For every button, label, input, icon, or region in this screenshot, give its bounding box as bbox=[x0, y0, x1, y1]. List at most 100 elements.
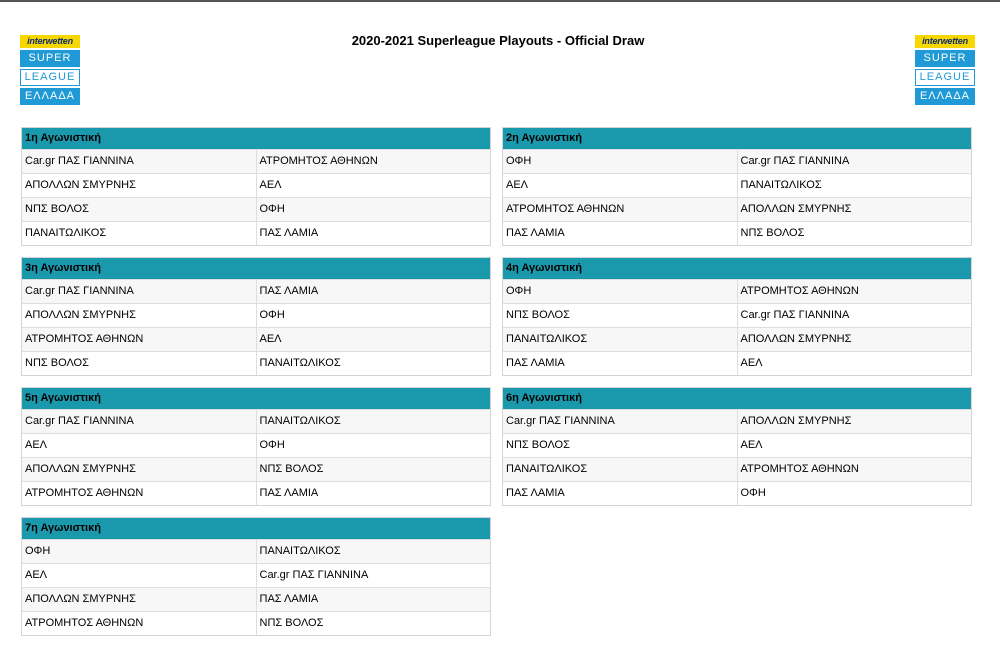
away-team: Car.gr ΠΑΣ ΓΙΑΝΝΙΝΑ bbox=[736, 150, 971, 173]
round-table-6: 6η Αγωνιστική Car.gr ΠΑΣ ΓΙΑΝΝΙΝΑ ΑΠΟΛΛΩ… bbox=[502, 387, 972, 506]
away-team: ΟΦΗ bbox=[736, 482, 971, 505]
match-row: ΠΑΣ ΛΑΜΙΑ ΟΦΗ bbox=[503, 481, 971, 505]
match-row: ΑΠΟΛΛΩΝ ΣΜΥΡΝΗΣ ΝΠΣ ΒΟΛΟΣ bbox=[22, 457, 490, 481]
away-team: ΑΕΛ bbox=[255, 328, 490, 351]
round-table-1: 1η Αγωνιστική Car.gr ΠΑΣ ΓΙΑΝΝΙΝΑ ΑΤΡΟΜΗ… bbox=[21, 127, 491, 246]
home-team: ΝΠΣ ΒΟΛΟΣ bbox=[503, 304, 737, 327]
home-team: ΝΠΣ ΒΟΛΟΣ bbox=[22, 198, 256, 221]
away-team: ΑΕΛ bbox=[736, 352, 971, 375]
match-row: ΑΠΟΛΛΩΝ ΣΜΥΡΝΗΣ ΑΕΛ bbox=[22, 173, 490, 197]
home-team: ΝΠΣ ΒΟΛΟΣ bbox=[503, 434, 737, 457]
match-row: ΠΑΣ ΛΑΜΙΑ ΝΠΣ ΒΟΛΟΣ bbox=[503, 221, 971, 245]
home-team: ΠΑΝΑΙΤΩΛΙΚΟΣ bbox=[22, 222, 256, 245]
home-team: ΑΠΟΛΛΩΝ ΣΜΥΡΝΗΣ bbox=[22, 458, 256, 481]
logo-band: LEAGUE bbox=[20, 69, 80, 86]
page-title: 2020-2021 Superleague Playouts - Officia… bbox=[351, 33, 645, 48]
home-team: ΟΦΗ bbox=[22, 540, 256, 563]
away-team: ΑΕΛ bbox=[255, 174, 490, 197]
away-team: ΟΦΗ bbox=[255, 434, 490, 457]
home-team: ΑΕΛ bbox=[22, 434, 256, 457]
superleague-logo-right: interwetten SUPER LEAGUE ΕΛΛΑΔΑ bbox=[915, 35, 975, 119]
away-team: ΑΕΛ bbox=[736, 434, 971, 457]
match-row: ΝΠΣ ΒΟΛΟΣ ΟΦΗ bbox=[22, 197, 490, 221]
home-team: ΟΦΗ bbox=[503, 150, 737, 173]
away-team: ΠΑΝΑΙΤΩΛΙΚΟΣ bbox=[255, 540, 490, 563]
match-row: ΝΠΣ ΒΟΛΟΣ Car.gr ΠΑΣ ΓΙΑΝΝΙΝΑ bbox=[503, 303, 971, 327]
away-team: ΑΠΟΛΛΩΝ ΣΜΥΡΝΗΣ bbox=[736, 328, 971, 351]
away-team: ΑΤΡΟΜΗΤΟΣ ΑΘΗΝΩΝ bbox=[736, 458, 971, 481]
round-table-3: 3η Αγωνιστική Car.gr ΠΑΣ ΓΙΑΝΝΙΝΑ ΠΑΣ ΛΑ… bbox=[21, 257, 491, 376]
top-rule bbox=[0, 0, 1000, 2]
match-row: Car.gr ΠΑΣ ΓΙΑΝΝΙΝΑ ΑΠΟΛΛΩΝ ΣΜΥΡΝΗΣ bbox=[503, 409, 971, 433]
home-team: Car.gr ΠΑΣ ΓΙΑΝΝΙΝΑ bbox=[22, 150, 256, 173]
logo-band: SUPER bbox=[915, 50, 975, 67]
round-header: 2η Αγωνιστική bbox=[503, 128, 971, 149]
away-team: Car.gr ΠΑΣ ΓΙΑΝΝΙΝΑ bbox=[255, 564, 490, 587]
home-team: ΑΕΛ bbox=[22, 564, 256, 587]
home-team: ΠΑΣ ΛΑΜΙΑ bbox=[503, 222, 737, 245]
round-table-7: 7η Αγωνιστική ΟΦΗ ΠΑΝΑΙΤΩΛΙΚΟΣ ΑΕΛ Car.g… bbox=[21, 517, 491, 636]
match-row: ΠΑΣ ΛΑΜΙΑ ΑΕΛ bbox=[503, 351, 971, 375]
away-team: ΑΠΟΛΛΩΝ ΣΜΥΡΝΗΣ bbox=[736, 410, 971, 433]
match-row: ΑΕΛ ΟΦΗ bbox=[22, 433, 490, 457]
match-row: ΑΕΛ Car.gr ΠΑΣ ΓΙΑΝΝΙΝΑ bbox=[22, 563, 490, 587]
round-table-5: 5η Αγωνιστική Car.gr ΠΑΣ ΓΙΑΝΝΙΝΑ ΠΑΝΑΙΤ… bbox=[21, 387, 491, 506]
round-table-2: 2η Αγωνιστική ΟΦΗ Car.gr ΠΑΣ ΓΙΑΝΝΙΝΑ ΑΕ… bbox=[502, 127, 972, 246]
logo-band: ΕΛΛΑΔΑ bbox=[915, 88, 975, 105]
away-team: ΠΑΣ ΛΑΜΙΑ bbox=[255, 222, 490, 245]
round-header: 3η Αγωνιστική bbox=[22, 258, 490, 279]
match-row: ΑΤΡΟΜΗΤΟΣ ΑΘΗΝΩΝ ΑΕΛ bbox=[22, 327, 490, 351]
home-team: ΠΑΣ ΛΑΜΙΑ bbox=[503, 352, 737, 375]
away-team: ΠΑΝΑΙΤΩΛΙΚΟΣ bbox=[255, 410, 490, 433]
away-team: ΟΦΗ bbox=[255, 198, 490, 221]
away-team: ΑΤΡΟΜΗΤΟΣ ΑΘΗΝΩΝ bbox=[736, 280, 971, 303]
logo-brand: interwetten bbox=[915, 35, 975, 48]
home-team: Car.gr ΠΑΣ ΓΙΑΝΝΙΝΑ bbox=[22, 280, 256, 303]
home-team: ΑΤΡΟΜΗΤΟΣ ΑΘΗΝΩΝ bbox=[22, 328, 256, 351]
superleague-logo-left: interwetten SUPER LEAGUE ΕΛΛΑΔΑ bbox=[20, 35, 80, 119]
match-row: ΠΑΝΑΙΤΩΛΙΚΟΣ ΑΤΡΟΜΗΤΟΣ ΑΘΗΝΩΝ bbox=[503, 457, 971, 481]
home-team: ΑΤΡΟΜΗΤΟΣ ΑΘΗΝΩΝ bbox=[503, 198, 737, 221]
round-header: 4η Αγωνιστική bbox=[503, 258, 971, 279]
away-team: ΠΑΝΑΙΤΩΛΙΚΟΣ bbox=[255, 352, 490, 375]
match-row: ΑΕΛ ΠΑΝΑΙΤΩΛΙΚΟΣ bbox=[503, 173, 971, 197]
logo-brand: interwetten bbox=[20, 35, 80, 48]
match-row: ΝΠΣ ΒΟΛΟΣ ΠΑΝΑΙΤΩΛΙΚΟΣ bbox=[22, 351, 490, 375]
logo-band: ΕΛΛΑΔΑ bbox=[20, 88, 80, 105]
home-team: Car.gr ΠΑΣ ΓΙΑΝΝΙΝΑ bbox=[503, 410, 737, 433]
home-team: ΠΑΝΑΙΤΩΛΙΚΟΣ bbox=[503, 328, 737, 351]
match-row: ΑΠΟΛΛΩΝ ΣΜΥΡΝΗΣ ΟΦΗ bbox=[22, 303, 490, 327]
match-row: Car.gr ΠΑΣ ΓΙΑΝΝΙΝΑ ΑΤΡΟΜΗΤΟΣ ΑΘΗΝΩΝ bbox=[22, 149, 490, 173]
home-team: ΑΕΛ bbox=[503, 174, 737, 197]
home-team: ΠΑΣ ΛΑΜΙΑ bbox=[503, 482, 737, 505]
round-table-4: 4η Αγωνιστική ΟΦΗ ΑΤΡΟΜΗΤΟΣ ΑΘΗΝΩΝ ΝΠΣ Β… bbox=[502, 257, 972, 376]
away-team: ΝΠΣ ΒΟΛΟΣ bbox=[736, 222, 971, 245]
home-team: Car.gr ΠΑΣ ΓΙΑΝΝΙΝΑ bbox=[22, 410, 256, 433]
round-header: 1η Αγωνιστική bbox=[22, 128, 490, 149]
match-row: ΟΦΗ ΑΤΡΟΜΗΤΟΣ ΑΘΗΝΩΝ bbox=[503, 279, 971, 303]
match-row: ΠΑΝΑΙΤΩΛΙΚΟΣ ΑΠΟΛΛΩΝ ΣΜΥΡΝΗΣ bbox=[503, 327, 971, 351]
match-row: ΑΤΡΟΜΗΤΟΣ ΑΘΗΝΩΝ ΑΠΟΛΛΩΝ ΣΜΥΡΝΗΣ bbox=[503, 197, 971, 221]
away-team: ΝΠΣ ΒΟΛΟΣ bbox=[255, 458, 490, 481]
match-row: ΑΠΟΛΛΩΝ ΣΜΥΡΝΗΣ ΠΑΣ ΛΑΜΙΑ bbox=[22, 587, 490, 611]
match-row: ΟΦΗ Car.gr ΠΑΣ ΓΙΑΝΝΙΝΑ bbox=[503, 149, 971, 173]
home-team: ΑΤΡΟΜΗΤΟΣ ΑΘΗΝΩΝ bbox=[22, 482, 256, 505]
match-row: ΟΦΗ ΠΑΝΑΙΤΩΛΙΚΟΣ bbox=[22, 539, 490, 563]
home-team: ΟΦΗ bbox=[503, 280, 737, 303]
match-row: Car.gr ΠΑΣ ΓΙΑΝΝΙΝΑ ΠΑΣ ΛΑΜΙΑ bbox=[22, 279, 490, 303]
away-team: ΠΑΣ ΛΑΜΙΑ bbox=[255, 482, 490, 505]
home-team: ΠΑΝΑΙΤΩΛΙΚΟΣ bbox=[503, 458, 737, 481]
match-row: ΑΤΡΟΜΗΤΟΣ ΑΘΗΝΩΝ ΝΠΣ ΒΟΛΟΣ bbox=[22, 611, 490, 635]
away-team: ΟΦΗ bbox=[255, 304, 490, 327]
match-row: Car.gr ΠΑΣ ΓΙΑΝΝΙΝΑ ΠΑΝΑΙΤΩΛΙΚΟΣ bbox=[22, 409, 490, 433]
home-team: ΑΠΟΛΛΩΝ ΣΜΥΡΝΗΣ bbox=[22, 304, 256, 327]
away-team: ΑΤΡΟΜΗΤΟΣ ΑΘΗΝΩΝ bbox=[255, 150, 490, 173]
round-header: 7η Αγωνιστική bbox=[22, 518, 490, 539]
home-team: ΑΠΟΛΛΩΝ ΣΜΥΡΝΗΣ bbox=[22, 174, 256, 197]
away-team: Car.gr ΠΑΣ ΓΙΑΝΝΙΝΑ bbox=[736, 304, 971, 327]
logo-band: LEAGUE bbox=[915, 69, 975, 86]
home-team: ΝΠΣ ΒΟΛΟΣ bbox=[22, 352, 256, 375]
match-row: ΑΤΡΟΜΗΤΟΣ ΑΘΗΝΩΝ ΠΑΣ ΛΑΜΙΑ bbox=[22, 481, 490, 505]
home-team: ΑΤΡΟΜΗΤΟΣ ΑΘΗΝΩΝ bbox=[22, 612, 256, 635]
away-team: ΠΑΝΑΙΤΩΛΙΚΟΣ bbox=[736, 174, 971, 197]
